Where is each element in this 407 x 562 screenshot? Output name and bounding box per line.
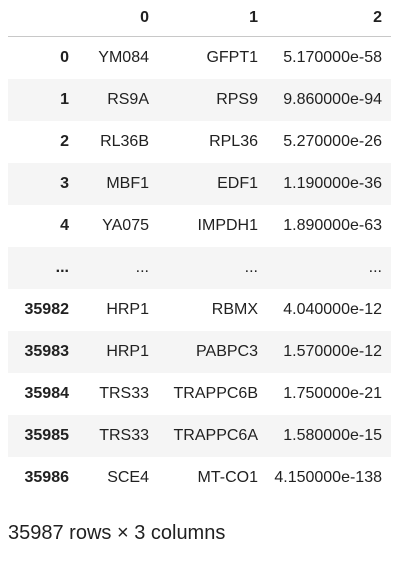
table-row: 0 YM084 GFPT1 5.170000e-58 bbox=[8, 37, 391, 80]
table-row: 35983 HRP1 PABPC3 1.570000e-12 bbox=[8, 331, 391, 373]
cell-col-2: 4.040000e-12 bbox=[283, 301, 382, 318]
cell-col-0: YM084 bbox=[98, 49, 149, 66]
cell-col-2: 1.750000e-21 bbox=[283, 385, 382, 402]
column-header-1: 1 bbox=[158, 0, 267, 37]
cell-col-2: 1.570000e-12 bbox=[283, 343, 382, 360]
cell-col-1: RBMX bbox=[211, 301, 258, 318]
cell-col-1: EDF1 bbox=[217, 175, 258, 192]
cell-col-0: TRS33 bbox=[99, 427, 149, 444]
table-row: 2 RL36B RPL36 5.270000e-26 bbox=[8, 121, 391, 163]
table-header: 0 1 2 bbox=[8, 0, 391, 37]
column-header-2: 2 bbox=[267, 0, 391, 37]
cell-col-2: 5.270000e-26 bbox=[283, 133, 382, 150]
row-index: 35986 bbox=[24, 469, 70, 486]
cell-col-0: MBF1 bbox=[106, 175, 149, 192]
cell-col-1: PABPC3 bbox=[196, 343, 258, 360]
dataframe-table: 0 1 2 0 YM084 GFPT1 5.170000e-58 1 RS9A … bbox=[8, 0, 391, 499]
row-index: 35982 bbox=[24, 301, 70, 318]
cell-col-0: HRP1 bbox=[106, 343, 149, 360]
row-index: 3 bbox=[60, 175, 69, 192]
ellipsis-row: ... ... ... ... bbox=[8, 247, 391, 289]
index-header-cell bbox=[8, 0, 78, 37]
shape-summary: 35987 rows × 3 columns bbox=[8, 522, 226, 544]
cell-col-1: TRAPPC6B bbox=[173, 385, 258, 402]
cell-col-0: ... bbox=[135, 259, 149, 276]
cell-col-0: TRS33 bbox=[99, 385, 149, 402]
cell-col-1: RPL36 bbox=[209, 133, 258, 150]
cell-col-2: 1.890000e-63 bbox=[283, 217, 382, 234]
row-index: 1 bbox=[60, 91, 69, 108]
header-row: 0 1 2 bbox=[8, 0, 391, 37]
table-row: 1 RS9A RPS9 9.860000e-94 bbox=[8, 79, 391, 121]
table-row: 35982 HRP1 RBMX 4.040000e-12 bbox=[8, 289, 391, 331]
table-row: 35985 TRS33 TRAPPC6A 1.580000e-15 bbox=[8, 415, 391, 457]
cell-col-0: YA075 bbox=[102, 217, 149, 234]
cell-col-0: RS9A bbox=[107, 91, 149, 108]
cell-col-1: TRAPPC6A bbox=[173, 427, 258, 444]
cell-col-1: GFPT1 bbox=[206, 49, 258, 66]
cell-col-2: 1.580000e-15 bbox=[283, 427, 382, 444]
row-index: 35983 bbox=[24, 343, 70, 360]
cell-col-2: 4.150000e-138 bbox=[274, 469, 382, 486]
table-row: 3 MBF1 EDF1 1.190000e-36 bbox=[8, 163, 391, 205]
cell-col-2: 1.190000e-36 bbox=[283, 175, 382, 192]
row-index: ... bbox=[55, 259, 69, 276]
cell-col-0: HRP1 bbox=[106, 301, 149, 318]
row-index: 35985 bbox=[24, 427, 70, 444]
cell-col-1: IMPDH1 bbox=[197, 217, 258, 234]
cell-col-1: ... bbox=[244, 259, 258, 276]
row-index: 35984 bbox=[24, 385, 70, 402]
cell-col-1: MT-CO1 bbox=[197, 469, 258, 486]
table-row: 35986 SCE4 MT-CO1 4.150000e-138 bbox=[8, 457, 391, 499]
table-row: 4 YA075 IMPDH1 1.890000e-63 bbox=[8, 205, 391, 247]
table-row: 35984 TRS33 TRAPPC6B 1.750000e-21 bbox=[8, 373, 391, 415]
cell-col-2: ... bbox=[368, 259, 382, 276]
cell-col-0: RL36B bbox=[100, 133, 149, 150]
row-index: 2 bbox=[60, 133, 69, 150]
table-body: 0 YM084 GFPT1 5.170000e-58 1 RS9A RPS9 9… bbox=[8, 37, 391, 500]
row-index: 4 bbox=[60, 217, 69, 234]
row-index: 0 bbox=[60, 49, 69, 66]
cell-col-1: RPS9 bbox=[216, 91, 258, 108]
cell-col-0: SCE4 bbox=[107, 469, 149, 486]
column-header-0: 0 bbox=[78, 0, 158, 37]
cell-col-2: 5.170000e-58 bbox=[283, 49, 382, 66]
cell-col-2: 9.860000e-94 bbox=[283, 91, 382, 108]
